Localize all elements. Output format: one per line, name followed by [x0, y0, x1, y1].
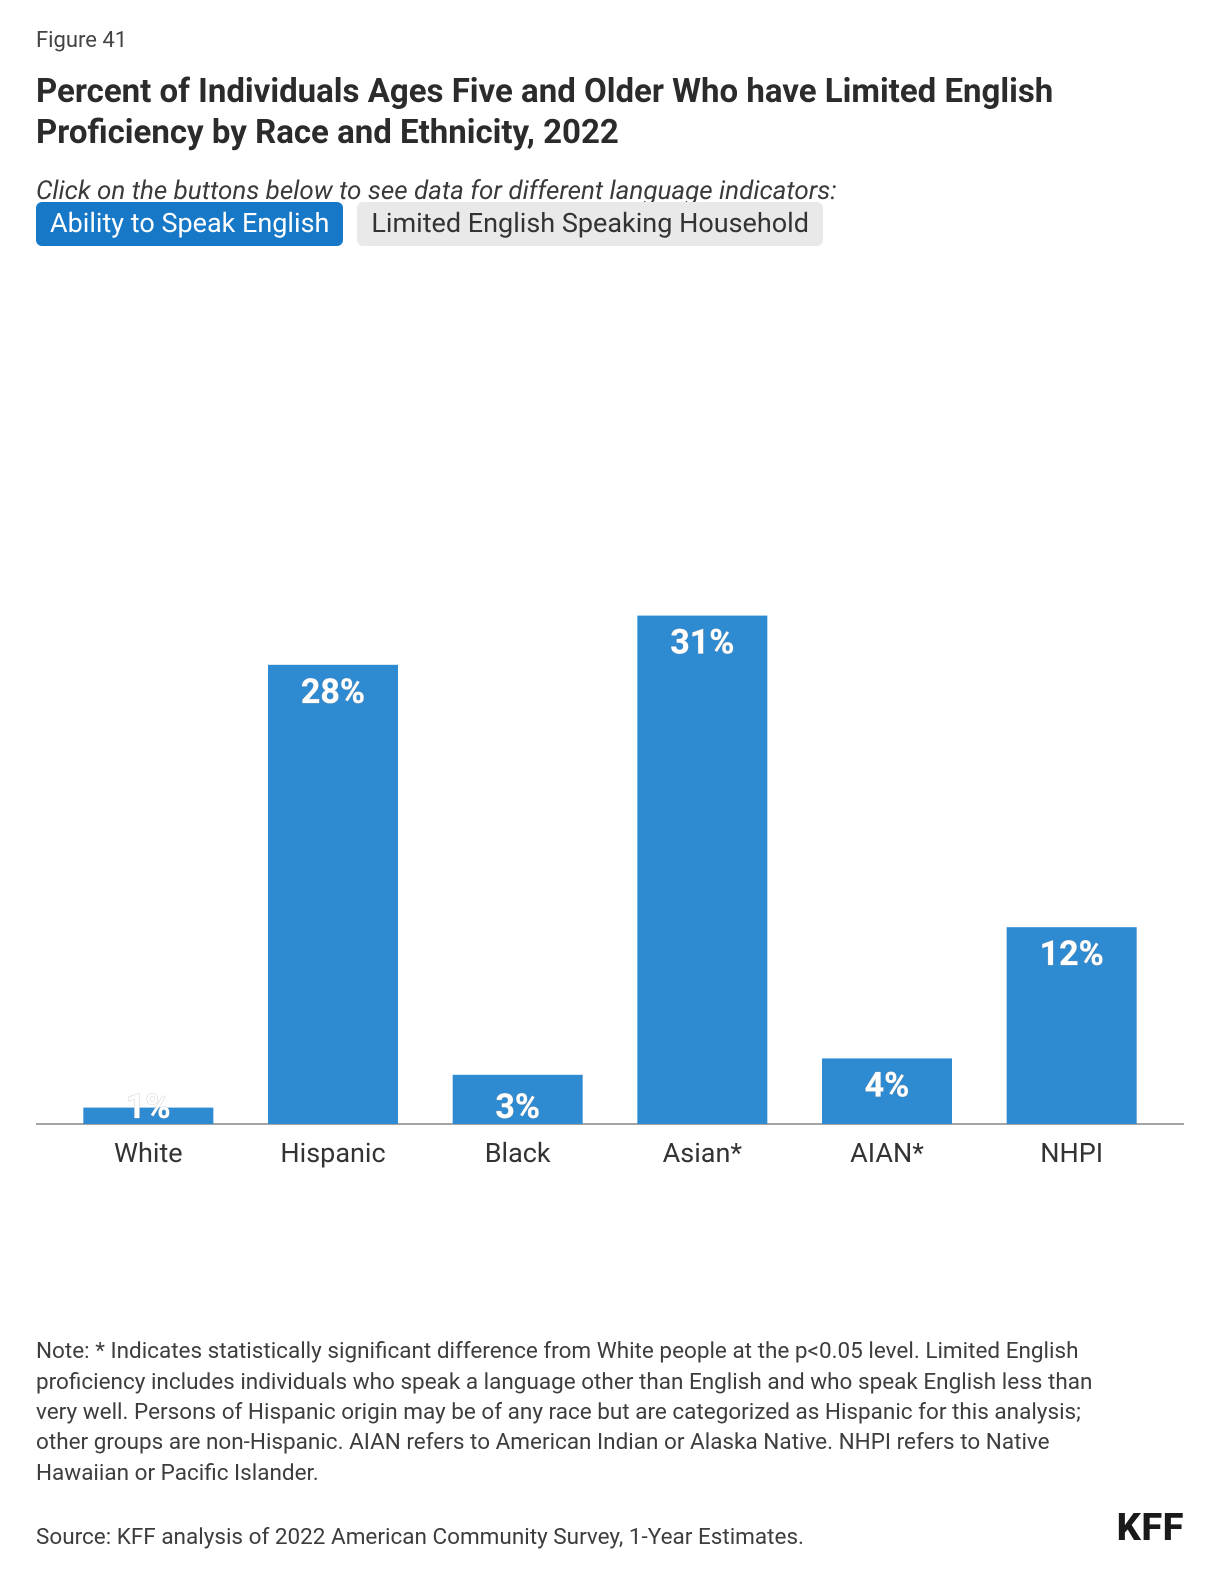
bar-value-label: 28% [301, 671, 365, 711]
bar-chart: 1% White 28% Hispanic 3% Black 31% Asian* 4% AIAN… [36, 264, 1184, 1184]
category-label: White [114, 1137, 183, 1169]
bar-value-label: 31% [670, 622, 734, 662]
tab-ability-to-speak-english[interactable]: Ability to Speak English [36, 202, 343, 246]
kff-logo: KFF [1117, 1506, 1184, 1550]
category-label: NHPI [1040, 1137, 1103, 1169]
figure-number: Figure 41 [36, 28, 1184, 53]
bar-value-label: 3% [495, 1087, 540, 1127]
footnote: Note: * Indicates statistically signific… [36, 1336, 1116, 1488]
tab-limited-english-household[interactable]: Limited English Speaking Household [357, 202, 823, 246]
bar-value-label: 1% [126, 1087, 171, 1127]
category-label: Black [485, 1137, 551, 1169]
category-label: AIAN* [850, 1137, 924, 1169]
bar[interactable] [637, 615, 767, 1123]
figure-container: Figure 41 Percent of Individuals Ages Fi… [0, 0, 1220, 1570]
bar[interactable] [268, 664, 398, 1123]
chart-title: Percent of Individuals Ages Five and Old… [36, 71, 1184, 154]
category-label: Hispanic [280, 1137, 385, 1169]
category-label: Asian* [663, 1137, 743, 1169]
source-text: Source: KFF analysis of 2022 American Co… [36, 1524, 804, 1550]
bar-value-label: 12% [1040, 934, 1104, 974]
indicator-tabs: Ability to Speak English Limited English… [36, 202, 1184, 246]
chart-footer: Note: * Indicates statistically signific… [36, 1336, 1184, 1550]
chart-area: 1% White 28% Hispanic 3% Black 31% Asian* 4% AIAN… [36, 264, 1184, 1319]
bar-value-label: 4% [865, 1065, 910, 1105]
